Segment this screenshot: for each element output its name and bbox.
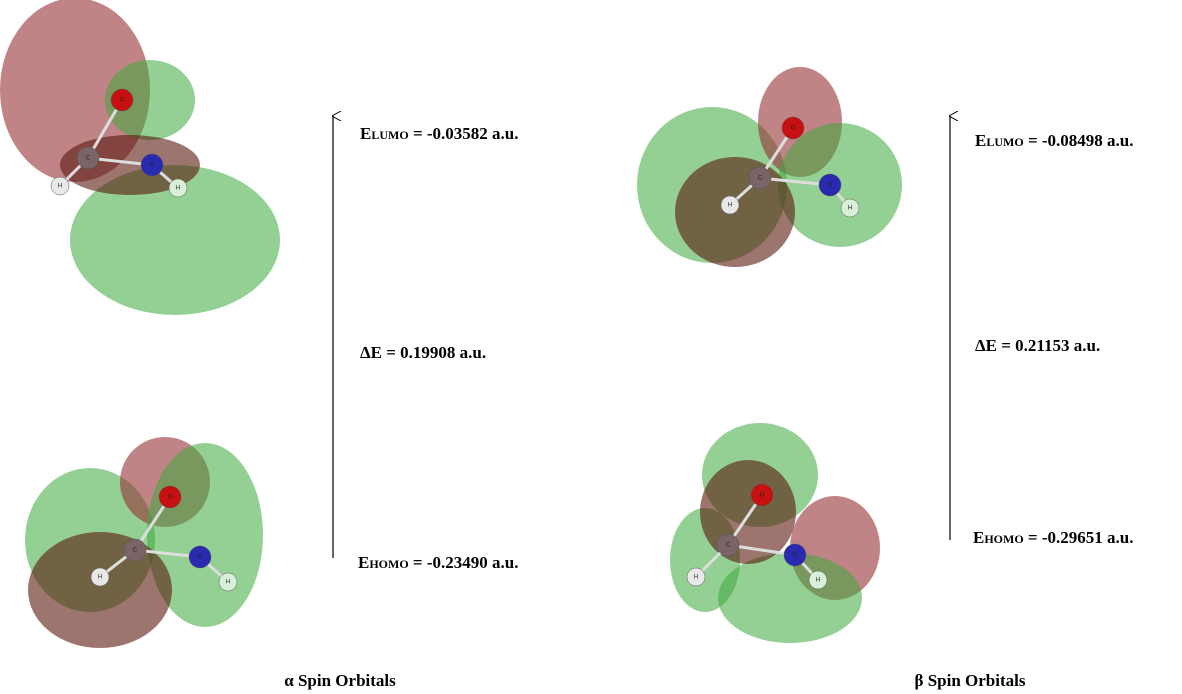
atom-label: O <box>120 98 125 104</box>
atom-label: N <box>198 555 202 561</box>
homo-energy: EHOMO = -0.23490 a.u. <box>358 553 518 572</box>
atom-label: C <box>758 176 763 182</box>
molecule: O C N H H <box>637 67 902 267</box>
molecule: O C N H H <box>25 437 263 648</box>
lumo-energy: ELUMO = -0.03582 a.u. <box>360 124 519 143</box>
figure: ELUMO = -0.03582 a.u. ΔE = 0.19908 a.u. … <box>0 0 1182 694</box>
atom-label: H <box>226 580 230 586</box>
molecule: O C N H H <box>670 423 880 643</box>
value: = -0.23490 a.u. <box>409 553 519 572</box>
homo-energy: EHOMO = -0.29651 a.u. <box>973 528 1133 547</box>
symbol: E <box>973 528 984 547</box>
symbol: E <box>358 553 369 572</box>
subscript: HOMO <box>984 532 1023 546</box>
caption: α Spin Orbitals <box>284 671 396 690</box>
atom-label: H <box>848 206 852 212</box>
atom-label: O <box>168 495 173 501</box>
atom-label: C <box>86 156 91 162</box>
atom-label: H <box>98 575 102 581</box>
orbital-lobe <box>28 532 172 648</box>
symbol: E <box>360 124 371 143</box>
atom-label: O <box>760 493 765 499</box>
atom-label: O <box>791 126 796 132</box>
symbol: E <box>975 131 986 150</box>
atom-label: N <box>793 553 797 559</box>
subscript: LUMO <box>986 135 1023 149</box>
subscript: LUMO <box>371 128 408 142</box>
atom-label: H <box>58 184 62 190</box>
value: = -0.08498 a.u. <box>1024 131 1134 150</box>
value: = -0.03582 a.u. <box>409 124 519 143</box>
atom-label: N <box>150 163 154 169</box>
atom-label: C <box>133 548 138 554</box>
atom-label: H <box>176 186 180 192</box>
gap-energy: ΔE = 0.21153 a.u. <box>975 336 1100 355</box>
atom-label: H <box>816 578 820 584</box>
subscript: HOMO <box>369 557 408 571</box>
atom-label: H <box>728 203 732 209</box>
atom-label: N <box>828 183 832 189</box>
atom-label: C <box>726 543 731 549</box>
value: = -0.29651 a.u. <box>1024 528 1134 547</box>
lumo-energy: ELUMO = -0.08498 a.u. <box>975 131 1134 150</box>
atom-label: H <box>694 575 698 581</box>
molecule: O C N H H <box>0 0 280 315</box>
caption: β Spin Orbitals <box>915 671 1026 690</box>
gap-energy: ΔE = 0.19908 a.u. <box>360 343 486 362</box>
